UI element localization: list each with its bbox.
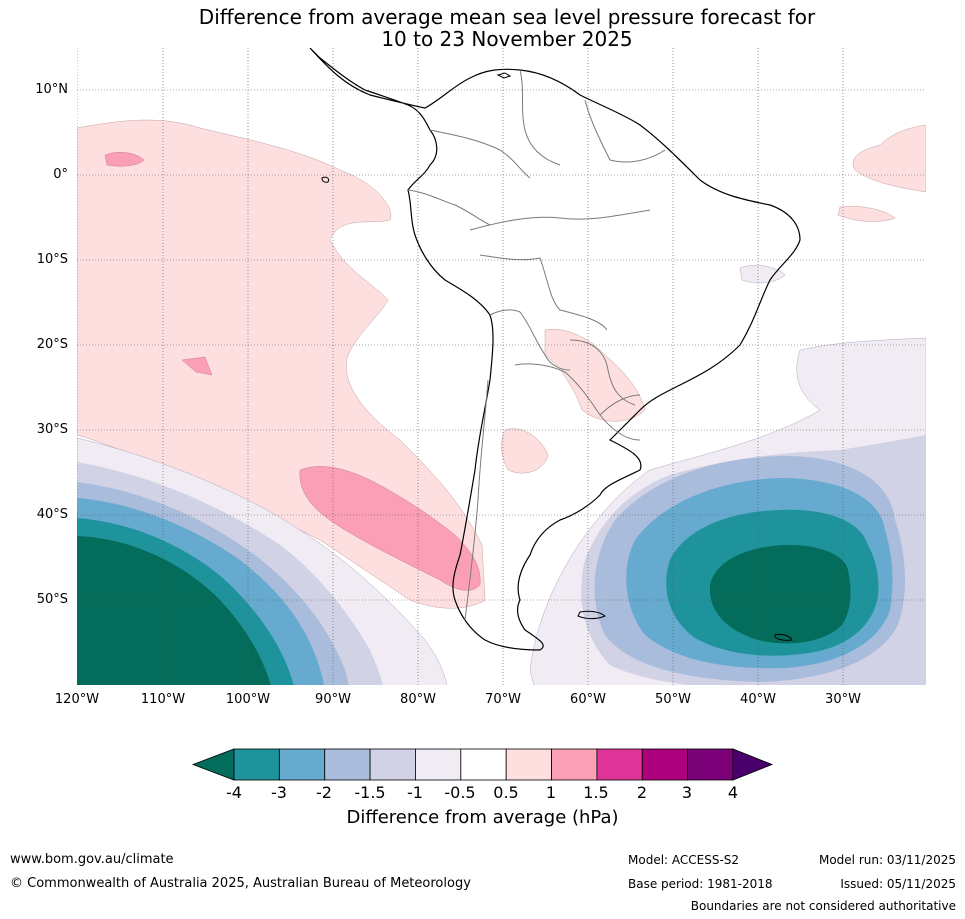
contour-positive-paraguay [544,328,646,422]
colorbar-segment [460,748,507,781]
contour-neg-atlantic-4 [709,545,851,644]
colorbar-tick: 4 [727,783,739,802]
base-period: Base period: 1981-2018 [628,877,773,891]
lon-label-30w: 30°W [825,692,861,707]
lat-label-20s: 20°S [36,337,68,352]
colorbar-segment [551,748,598,781]
lon-label-60w: 60°W [570,692,606,707]
islands [321,72,793,641]
contour-1-pacific-mid [181,356,213,376]
chart-title-line2: 10 to 23 November 2025 [381,27,633,51]
colorbar-extend-high [732,748,774,781]
lon-label-100w: 100°W [225,692,271,707]
lon-label-50w: 50°W [655,692,691,707]
contour-1-pacific-north [104,152,145,167]
colorbar-tick: -4 [226,783,242,802]
colorbar-segment [233,748,280,781]
colorbar-tick: -1 [407,783,423,802]
colorbar-tick: -2 [316,783,332,802]
contour-1-chile [299,466,481,591]
copyright-text: © Commonwealth of Australia 2025, Austra… [10,876,471,891]
map-panel [77,48,926,685]
lon-label-90w: 90°W [315,692,351,707]
contour-positive-argentina [501,428,549,474]
colorbar-tick: -0.5 [444,783,476,802]
colorbar-extend-low [191,748,235,781]
model-name: Model: ACCESS-S2 [628,853,740,867]
colorbar-segment [641,748,689,781]
colorbar-tick: 1.5 [583,783,609,802]
boundaries-disclaimer: Boundaries are not considered authoritat… [690,899,956,913]
colorbar-tick: -3 [271,783,287,802]
lat-label-40s: 40°S [36,507,68,522]
graticule [77,48,926,685]
colorbar-segment [505,748,552,781]
issued-date: Issued: 05/11/2025 [840,877,956,891]
lat-label-30s: 30°S [36,422,68,437]
colorbar-tick: -1.5 [354,783,386,802]
south-america-coastline [309,48,801,651]
contour-positive-pacific [77,119,486,609]
contour-positive-brazil-coast [739,264,786,284]
lon-label-110w: 110°W [140,692,186,707]
colorbar-tick: 1 [545,783,557,802]
colorbar-tick: 2 [636,783,648,802]
colorbar-label: Difference from average (hPa) [346,807,619,828]
country-borders [407,69,666,621]
colorbar-segment [369,748,416,781]
colorbar-segment [324,748,371,781]
lon-label-80w: 80°W [400,692,436,707]
lat-label-0: 0° [53,167,68,182]
colorbar-tick: 3 [681,783,693,802]
colorbar-segment [687,748,734,781]
lon-label-70w: 70°W [485,692,521,707]
lon-label-40w: 40°W [740,692,776,707]
model-run-date: Model run: 03/11/2025 [818,853,956,867]
colorbar-tick: 0.5 [493,783,519,802]
chart-title-line1: Difference from average mean sea level p… [198,5,816,29]
contour-positive-east-atlantic [852,124,926,193]
contour-positive-small-atlantic [837,206,896,222]
contour-neg-pacific-4 [77,536,271,685]
colorbar-segment [596,748,643,781]
lon-label-120w: 120°W [54,692,100,707]
lat-label-10n: 10°N [35,82,68,97]
lat-label-50s: 50°S [36,592,68,607]
website-link[interactable]: www.bom.gov.au/climate [10,852,174,867]
lat-label-10s: 10°S [36,252,68,267]
colorbar-segment [278,748,326,781]
colorbar [191,748,774,781]
colorbar-segment [415,748,462,781]
